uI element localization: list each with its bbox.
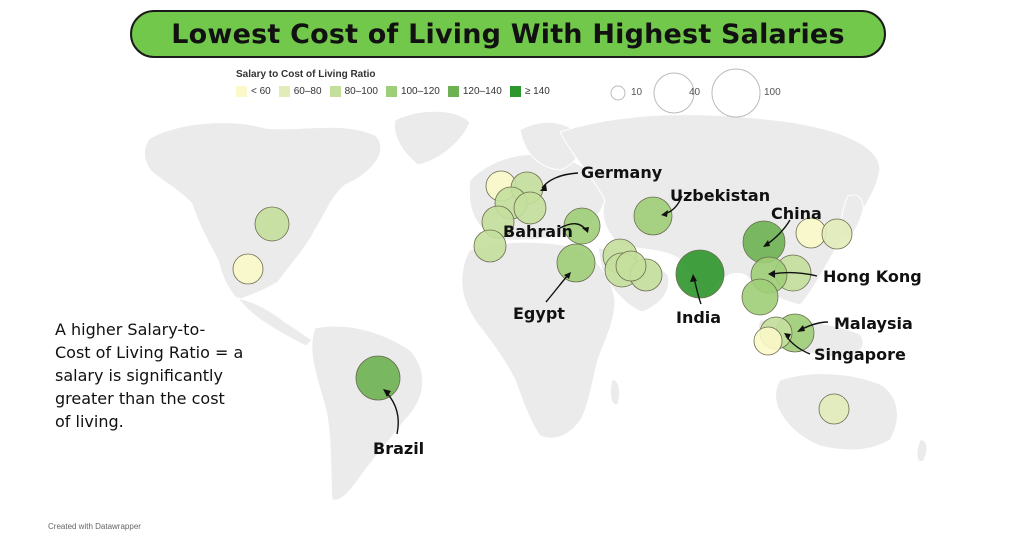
annotation-line: of living. <box>55 412 124 431</box>
size-circle-40 <box>653 72 695 114</box>
color-legend: < 60 60–80 80–100 100–120 120–140 ≥ 140 <box>236 86 558 97</box>
legend-title: Salary to Cost of Living Ratio <box>236 69 376 80</box>
bubble-egypt[interactable] <box>556 243 596 283</box>
legend-swatch <box>236 86 247 97</box>
legend-label: 60–80 <box>293 86 322 97</box>
arrow-germany <box>541 172 579 189</box>
legend-swatch <box>447 86 459 97</box>
label-malaysia: Malaysia <box>834 314 913 333</box>
size-circle-100 <box>711 68 761 118</box>
bubble-oman[interactable] <box>615 250 647 282</box>
bubble-mexico[interactable] <box>232 253 264 285</box>
bubble-usa[interactable] <box>254 206 290 242</box>
label-india: India <box>676 308 721 327</box>
arrow-hong-kong <box>771 271 818 277</box>
size-circle-10 <box>610 85 626 101</box>
page-title: Lowest Cost of Living With Highest Salar… <box>171 18 845 50</box>
land-south-america <box>311 325 424 501</box>
legend-item-120-140: 120–140 <box>447 86 502 97</box>
land-madagascar <box>609 379 621 406</box>
size-legend-circles <box>610 68 761 118</box>
legend-item-60-80: 60–80 <box>278 86 322 97</box>
legend-item-80-100: 80–100 <box>329 86 378 97</box>
label-hong-kong: Hong Kong <box>823 267 922 286</box>
label-china: China <box>771 204 822 223</box>
land-new-zealand <box>916 439 928 463</box>
bubble-spain[interactable] <box>473 229 507 263</box>
legend-label: < 60 <box>251 86 271 97</box>
label-brazil: Brazil <box>373 439 424 458</box>
annotation-line: A higher Salary-to- <box>55 320 206 339</box>
annotation-line: salary is significantly <box>55 366 223 385</box>
footer-credit: Created with Datawrapper <box>48 522 141 531</box>
annotation-text: A higher Salary-to- Cost of Living Ratio… <box>55 318 243 433</box>
legend-label: 120–140 <box>462 86 502 97</box>
label-egypt: Egypt <box>513 304 565 323</box>
bubble-thailand[interactable] <box>741 278 779 316</box>
bubble-poland[interactable] <box>513 191 547 225</box>
label-singapore: Singapore <box>814 345 906 364</box>
land-central-america <box>236 297 313 347</box>
legend-swatch <box>278 86 290 97</box>
label-germany: Germany <box>581 163 663 182</box>
land-greenland <box>393 110 471 166</box>
legend-item-lt60: < 60 <box>236 86 271 97</box>
label-bahrain: Bahrain <box>503 222 573 241</box>
bubble-australia[interactable] <box>818 393 850 425</box>
legend-item-ge140: ≥ 140 <box>509 86 550 97</box>
legend-label: 100–120 <box>400 86 440 97</box>
label-uzbekistan: Uzbekistan <box>670 186 770 205</box>
arrowheads <box>383 184 805 397</box>
arrow-brazil <box>385 391 399 435</box>
bubble-china[interactable] <box>742 220 786 264</box>
bubbles <box>232 170 853 425</box>
country-labels: Germany Uzbekistan China Bahrain Hong Ko… <box>373 163 922 458</box>
legend-swatch <box>509 86 521 97</box>
legend-item-100-120: 100–120 <box>385 86 440 97</box>
bubble-uzbekistan[interactable] <box>633 196 673 236</box>
annotation-line: greater than the cost <box>55 389 225 408</box>
legend-swatch <box>329 86 341 97</box>
size-legend: 10 40 100 <box>606 66 806 122</box>
size-label-10: 10 <box>631 87 643 98</box>
size-label-40: 40 <box>689 87 701 98</box>
legend-label: 80–100 <box>344 86 378 97</box>
annotation-line: Cost of Living Ratio = a <box>55 343 244 362</box>
legend-swatch <box>385 86 397 97</box>
size-label-100: 100 <box>764 87 781 98</box>
bubble-india[interactable] <box>675 249 725 299</box>
bubble-singapore[interactable] <box>753 326 783 356</box>
title-banner: Lowest Cost of Living With Highest Salar… <box>130 10 886 58</box>
bubble-japan[interactable] <box>821 218 853 250</box>
legend-label: ≥ 140 <box>524 86 550 97</box>
bubble-brazil[interactable] <box>355 355 401 401</box>
